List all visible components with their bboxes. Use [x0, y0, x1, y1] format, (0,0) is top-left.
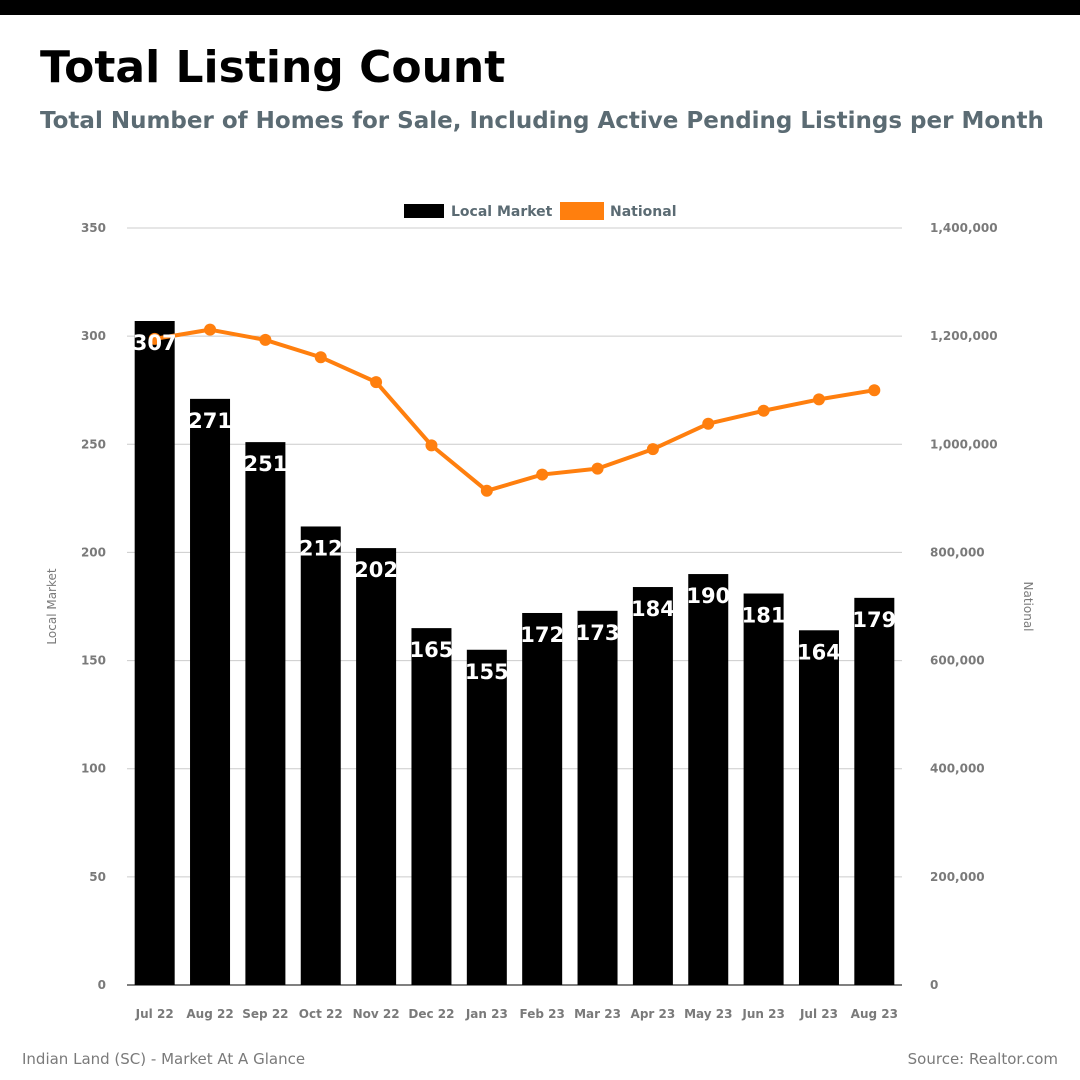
- y-tick-label-left: 50: [89, 870, 106, 884]
- y-tick-label-left: 200: [81, 545, 106, 559]
- bar-local-market: [466, 649, 507, 985]
- national-point: [536, 468, 549, 481]
- national-point: [425, 439, 438, 452]
- x-tick-label: Dec 22: [408, 1007, 454, 1021]
- bar-series-local-market: [134, 321, 895, 985]
- y-tick-label-right: 1,200,000: [930, 329, 998, 343]
- x-tick-label: Aug 22: [186, 1007, 233, 1021]
- y-axis-title-right: National: [1021, 581, 1035, 631]
- bar-value-label: 179: [852, 608, 896, 632]
- bar-value-label: 184: [631, 597, 675, 621]
- x-tick-label: Jul 23: [799, 1007, 838, 1021]
- bar-local-market: [300, 526, 341, 985]
- national-point: [591, 462, 604, 475]
- x-tick-label: May 23: [684, 1007, 732, 1021]
- bar-value-label: 307: [133, 331, 177, 355]
- x-tick-label: Nov 22: [353, 1007, 400, 1021]
- bar-local-market: [190, 398, 231, 985]
- bar-local-market: [854, 597, 895, 985]
- x-tick-label: Feb 23: [520, 1007, 565, 1021]
- legend-swatch-local-market: [404, 204, 444, 218]
- line-series-national: [148, 323, 881, 497]
- x-tick-label: Jul 22: [135, 1007, 174, 1021]
- x-tick-label: Mar 23: [574, 1007, 621, 1021]
- national-point: [204, 323, 217, 336]
- x-tick-label: Jan 23: [465, 1007, 508, 1021]
- y-tick-label-right: 800,000: [930, 545, 985, 559]
- x-tick-label: Aug 23: [851, 1007, 898, 1021]
- national-point: [702, 417, 715, 430]
- bar-value-label: 212: [299, 536, 343, 560]
- bar-local-market: [798, 630, 839, 985]
- y-tick-label-left: 250: [81, 437, 106, 451]
- y-axis-title-left: Local Market: [45, 568, 59, 644]
- y-tick-label-right: 600,000: [930, 654, 985, 668]
- bar-value-label: 202: [354, 558, 398, 582]
- bar-value-labels: 307 271 251 212 202 165 155 172 173 184 190 181 164 1…: [133, 331, 896, 684]
- y-tick-label-left: 0: [98, 978, 106, 992]
- footer-market-name: Indian Land (SC) - Market At A Glance: [22, 1050, 306, 1068]
- bar-local-market: [134, 321, 175, 985]
- bar-value-label: 165: [410, 638, 454, 662]
- bar-local-market: [743, 593, 784, 985]
- top-bar: [0, 0, 1080, 15]
- legend-label-local-market: Local Market: [451, 204, 553, 220]
- bar-local-market: [522, 612, 563, 985]
- chart-title: Total Listing Count: [40, 42, 506, 93]
- national-point: [646, 443, 659, 456]
- bar-value-label: 164: [797, 640, 841, 664]
- x-tick-label: Jun 23: [741, 1007, 784, 1021]
- national-point: [812, 393, 825, 406]
- y-tick-label-left: 350: [81, 221, 106, 235]
- x-tick-label: Oct 22: [299, 1007, 343, 1021]
- bar-local-market: [356, 548, 397, 985]
- y-tick-label-left: 150: [81, 654, 106, 668]
- legend-swatch-national: [560, 202, 604, 220]
- y-tick-label-left: 100: [81, 762, 106, 776]
- bar-local-market: [411, 628, 452, 985]
- national-point: [148, 332, 161, 345]
- bar-value-label: 190: [686, 584, 730, 608]
- bar-local-market: [632, 587, 673, 985]
- bar-value-label: 251: [243, 452, 287, 476]
- y-tick-label-right: 1,400,000: [930, 221, 998, 235]
- national-point: [370, 376, 383, 389]
- national-point: [868, 384, 881, 397]
- y-tick-label-right: 400,000: [930, 762, 985, 776]
- y-tick-label-right: 1,000,000: [930, 437, 998, 451]
- y-tick-label-left: 300: [81, 329, 106, 343]
- bar-local-market: [688, 574, 729, 985]
- bar-value-label: 172: [520, 623, 564, 647]
- bar-value-label: 271: [188, 409, 232, 433]
- national-point: [314, 351, 327, 364]
- y-tick-label-right: 200,000: [930, 870, 985, 884]
- bar-value-label: 173: [576, 621, 620, 645]
- chart-subtitle: Total Number of Homes for Sale, Includin…: [40, 108, 1044, 134]
- national-point: [480, 484, 493, 497]
- national-line: [154, 327, 875, 493]
- bar-value-label: 155: [465, 660, 509, 684]
- bar-value-label: 181: [742, 604, 786, 628]
- grid-lines: [127, 227, 902, 878]
- x-tick-label: Apr 23: [631, 1007, 676, 1021]
- footer-source: Source: Realtor.com: [907, 1050, 1058, 1068]
- national-point: [757, 404, 770, 417]
- bar-local-market: [245, 442, 286, 985]
- y-tick-label-right: 0: [930, 978, 938, 992]
- axes: 0 0 50 200,000 100 400,000 150 600,000 200 800,00…: [45, 221, 1035, 1021]
- national-point: [259, 333, 272, 346]
- legend: Local Market National: [404, 202, 677, 220]
- legend-label-national: National: [610, 204, 677, 220]
- bar-local-market: [577, 610, 618, 985]
- x-tick-label: Sep 22: [242, 1007, 288, 1021]
